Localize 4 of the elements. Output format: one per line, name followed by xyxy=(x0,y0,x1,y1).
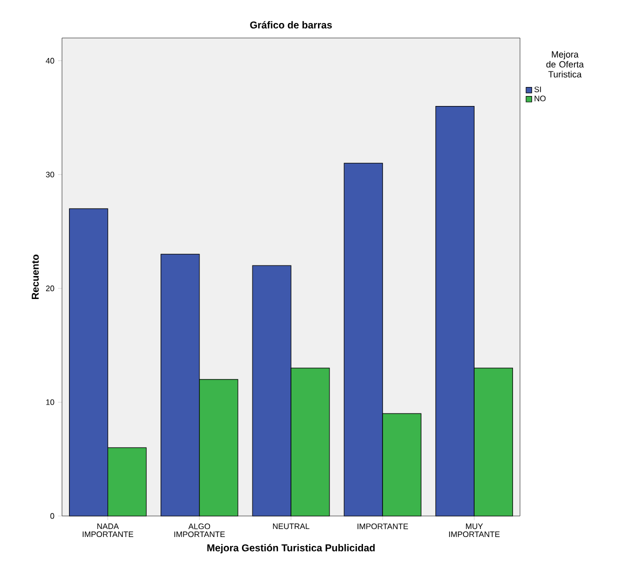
y-axis-title: Recuento xyxy=(32,254,39,300)
chart-title: Gráfico de barras xyxy=(250,21,332,28)
legend-title: Mejora de Oferta Turistica xyxy=(546,50,584,78)
x-axis-title: Mejora Gestión Turistica Publicidad xyxy=(207,544,375,554)
